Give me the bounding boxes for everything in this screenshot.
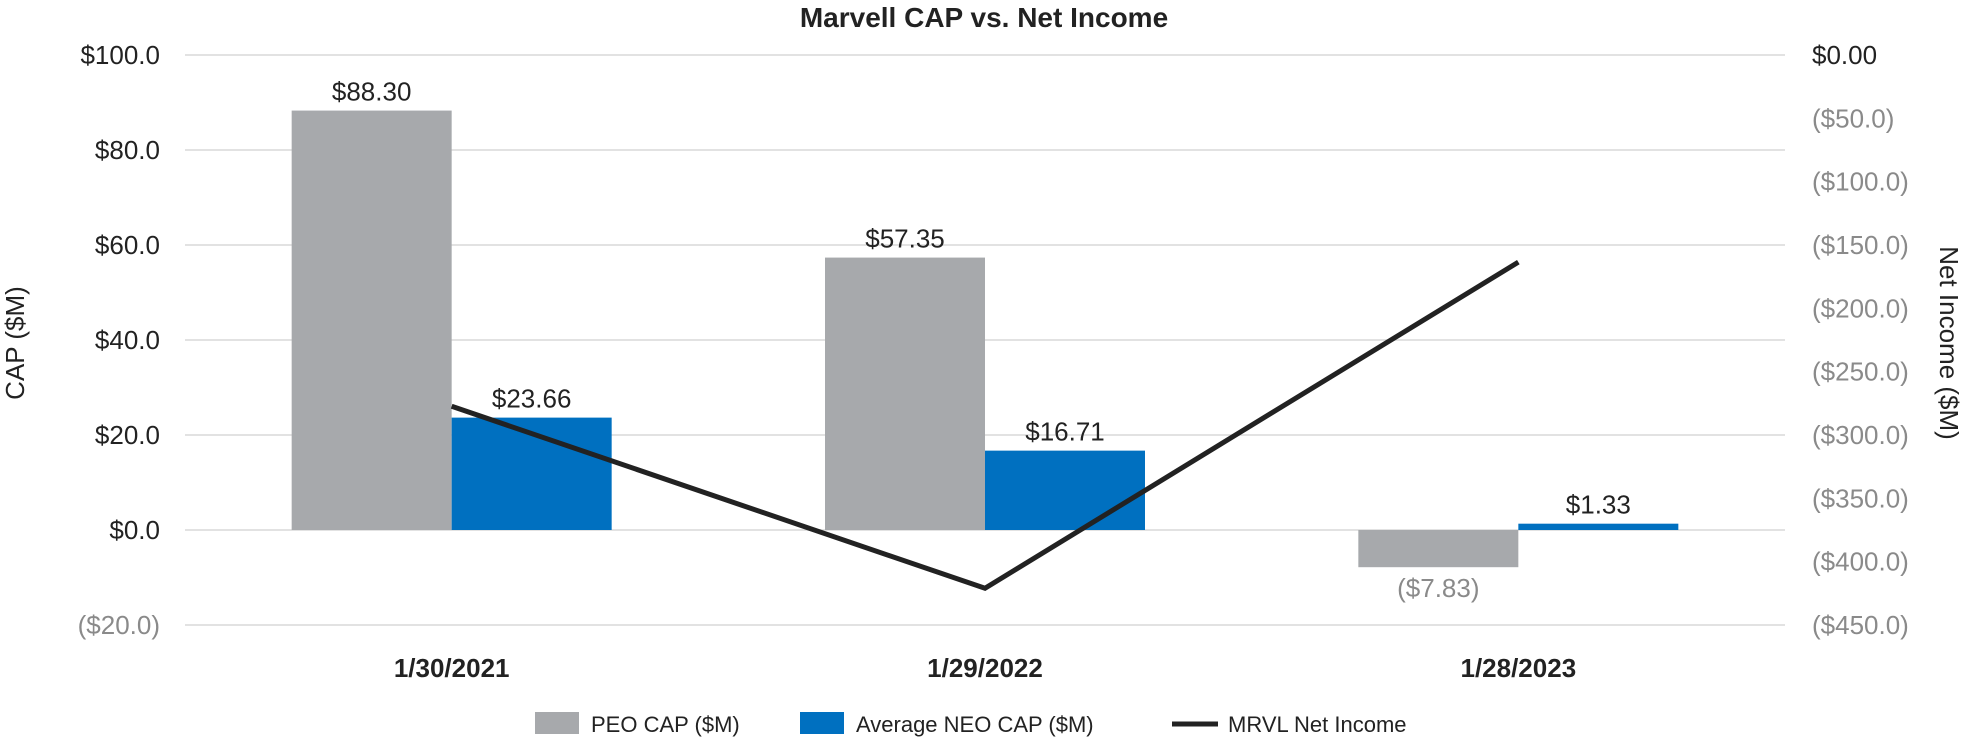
left-axis-ticks: $100.0 $80.0 $60.0 $40.0 $20.0 $0.0 ($20.0)	[78, 40, 160, 640]
bar	[451, 417, 612, 530]
right-axis-tick-label: ($50.0)	[1812, 103, 1894, 133]
bar-series	[291, 110, 1679, 568]
legend-label: MRVL Net Income	[1228, 712, 1407, 737]
left-axis-tick-label: $20.0	[95, 420, 160, 450]
left-axis-tick-label: $100.0	[80, 40, 160, 70]
right-axis-tick-label: ($150.0)	[1812, 230, 1909, 260]
right-axis-tick-label: ($350.0)	[1812, 483, 1909, 513]
data-labels: $88.30 $57.35 ($7.83) $23.66 $16.71 $1.33	[332, 77, 1631, 604]
left-axis-tick-label: ($20.0)	[78, 610, 160, 640]
bar	[291, 110, 452, 530]
category-label: 1/30/2021	[394, 653, 510, 683]
bar	[1358, 530, 1519, 568]
data-label: $16.71	[1025, 417, 1105, 447]
right-axis-tick-label: ($300.0)	[1812, 420, 1909, 450]
left-axis-tick-label: $0.0	[109, 515, 160, 545]
data-label: $1.33	[1566, 490, 1631, 520]
right-axis-tick-label: ($200.0)	[1812, 293, 1909, 323]
bar	[985, 450, 1145, 530]
left-axis-tick-label: $80.0	[95, 135, 160, 165]
left-axis-title: CAP ($M)	[0, 286, 30, 400]
right-axis-tick-label: ($450.0)	[1812, 610, 1909, 640]
bar	[825, 257, 985, 530]
legend-swatch	[800, 712, 844, 734]
legend-swatch	[535, 712, 579, 734]
left-axis-tick-label: $40.0	[95, 325, 160, 355]
right-axis-tick-label: ($400.0)	[1812, 547, 1909, 577]
data-label: $88.30	[332, 77, 412, 107]
data-label: $23.66	[492, 384, 572, 414]
right-axis-tick-label: $0.00	[1812, 40, 1877, 70]
right-axis-tick-label: ($100.0)	[1812, 167, 1909, 197]
right-axis-ticks: $0.00 ($50.0) ($100.0) ($150.0) ($200.0) ($25…	[1812, 40, 1909, 640]
category-axis: 1/30/2021 1/29/2022 1/28/2023	[394, 653, 1576, 683]
data-label: $57.35	[865, 224, 945, 254]
bar	[1518, 523, 1679, 530]
data-label: ($7.83)	[1397, 573, 1479, 603]
net-income-line	[450, 259, 1520, 592]
left-axis-tick-label: $60.0	[95, 230, 160, 260]
category-label: 1/29/2022	[927, 653, 1043, 683]
chart-title: Marvell CAP vs. Net Income	[800, 2, 1168, 33]
right-axis-title: Net Income ($M)	[1934, 246, 1964, 440]
legend-label: Average NEO CAP ($M)	[856, 712, 1094, 737]
right-axis-tick-label: ($250.0)	[1812, 357, 1909, 387]
category-label: 1/28/2023	[1460, 653, 1576, 683]
legend-label: PEO CAP ($M)	[591, 712, 740, 737]
net-income-line-series	[450, 259, 1520, 592]
legend: PEO CAP ($M) Average NEO CAP ($M) MRVL Net…	[535, 712, 1407, 737]
